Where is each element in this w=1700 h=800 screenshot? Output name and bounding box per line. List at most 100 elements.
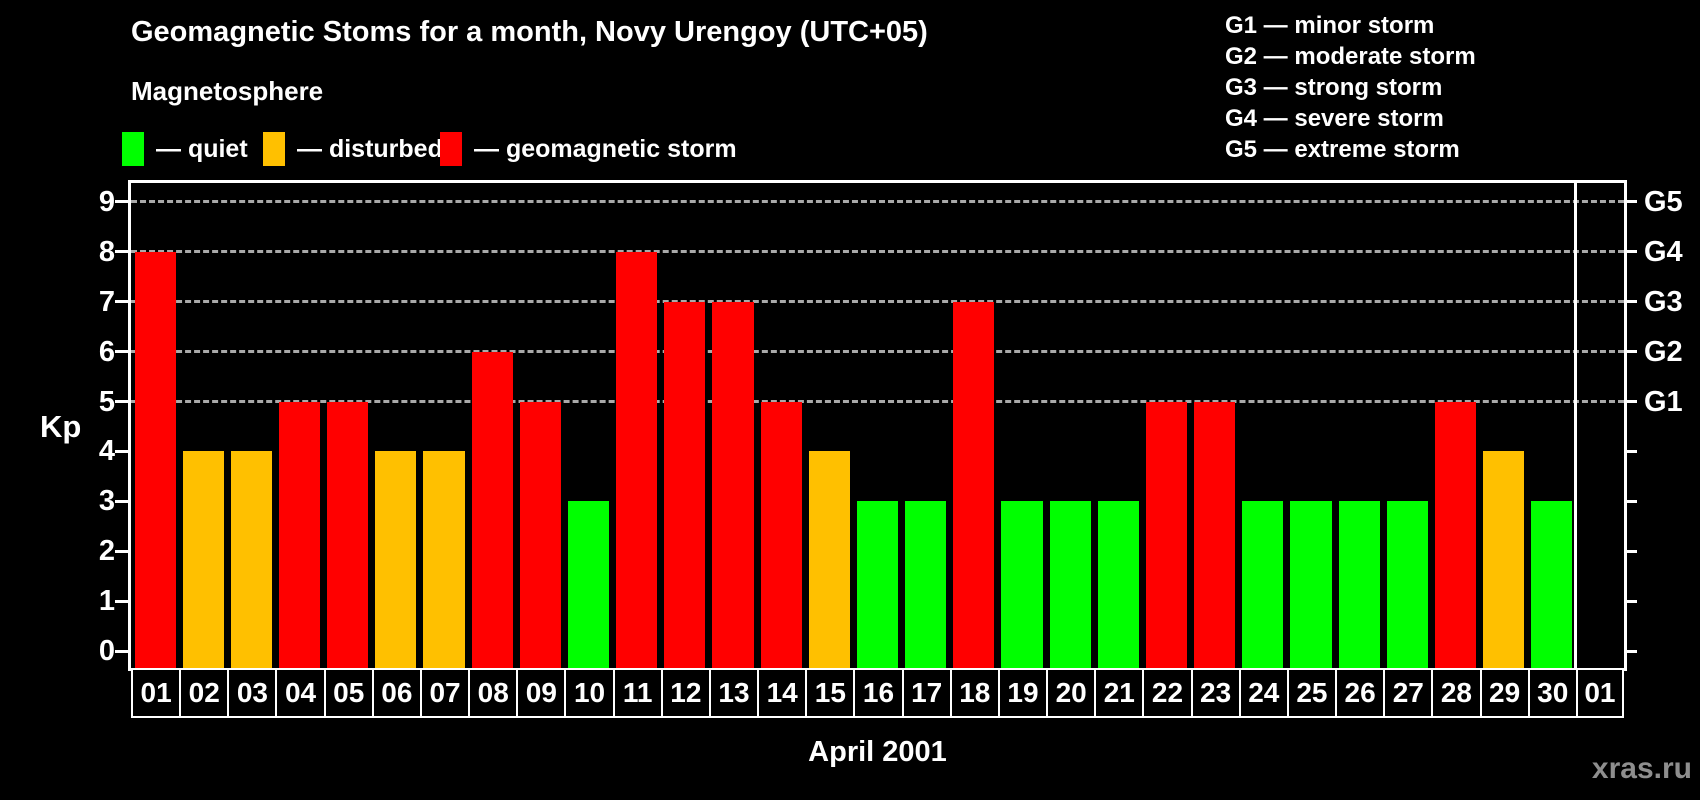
day-label-box-2: 03 [227, 668, 278, 718]
watermark-xras: xras.ru [1591, 752, 1692, 785]
bar-day-14 [760, 401, 802, 668]
day-label-box-26: 27 [1383, 668, 1434, 718]
bar-day-08 [471, 351, 513, 668]
legend-label-disturbed: — disturbed [297, 134, 443, 163]
kp-tick-label-2: 2 [98, 535, 115, 568]
legend-item-quiet: — quiet [122, 132, 248, 166]
bar-day-27 [1386, 501, 1428, 668]
bar-day-06 [375, 451, 417, 668]
kp-tick-right-2 [1624, 549, 1637, 553]
kp-tick-right-6 [1624, 350, 1637, 354]
day-label-box-29: 30 [1527, 668, 1578, 718]
kp-tick-label-1: 1 [98, 585, 115, 618]
day-label-box-22: 23 [1190, 668, 1241, 718]
day-label-box-23: 24 [1238, 668, 1289, 718]
kp-tick-label-5: 5 [98, 385, 115, 418]
kp-tick-right-4 [1624, 449, 1637, 453]
kp-tick-left-0 [115, 649, 128, 653]
g-tick-label-g4: G4 [1644, 235, 1683, 268]
bar-day-21 [1097, 501, 1139, 668]
kp-tick-left-8 [115, 250, 128, 254]
chart-title: Geomagnetic Stoms for a month, Novy Uren… [131, 16, 928, 48]
g-scale-legend: G1 — minor storm G2 — moderate storm G3 … [1225, 10, 1476, 165]
gridline-g5 [131, 200, 1624, 204]
legend-label-quiet: — quiet [156, 134, 248, 163]
kp-tick-left-6 [115, 350, 128, 354]
bar-day-10 [567, 501, 610, 668]
day-label-box-21: 22 [1142, 668, 1193, 718]
kp-tick-right-8 [1624, 250, 1637, 254]
bar-day-02 [182, 451, 224, 668]
g-tick-label-g5: G5 [1644, 185, 1683, 218]
bar-day-07 [423, 451, 465, 668]
bar-day-09 [519, 401, 561, 668]
bar-day-03 [230, 451, 272, 668]
gridline-g2 [131, 350, 1624, 354]
kp-tick-left-2 [115, 549, 128, 553]
bar-day-13 [712, 301, 754, 668]
bar-day-29 [1483, 451, 1525, 668]
g-legend-line-g3: G3 — strong storm [1225, 74, 1443, 101]
kp-tick-label-3: 3 [98, 485, 115, 518]
day-label-box-8: 09 [516, 668, 567, 718]
kp-tick-label-6: 6 [98, 335, 115, 368]
g-legend-line-g4: G4 — severe storm [1225, 105, 1444, 132]
bar-day-17 [905, 501, 947, 668]
day-label-box-18: 19 [997, 668, 1049, 718]
bar-day-26 [1338, 501, 1380, 668]
next-month-separator [1574, 183, 1578, 668]
gridline-g1 [131, 400, 1624, 403]
kp-tick-label-9: 9 [98, 185, 115, 218]
y-axis-title-kp: Kp [40, 409, 82, 444]
bar-day-01 [134, 251, 176, 668]
kp-tick-left-5 [115, 400, 128, 403]
bar-day-16 [856, 501, 899, 668]
kp-tick-label-4: 4 [98, 435, 115, 468]
day-label-box-12: 13 [708, 668, 760, 718]
magnetosphere-label: Magnetosphere [131, 76, 324, 106]
day-label-box-27: 28 [1431, 668, 1482, 718]
day-label-box-25: 26 [1335, 668, 1386, 718]
bar-day-15 [808, 451, 850, 668]
quiet-color-swatch [122, 132, 144, 166]
day-label-box-16: 17 [901, 668, 952, 718]
x-axis-title-month: April 2001 [808, 736, 947, 768]
day-label-box-13: 14 [757, 668, 808, 718]
plot-area [115, 180, 1637, 671]
day-label-box-20: 21 [1094, 668, 1145, 718]
kp-tick-left-4 [115, 449, 128, 453]
day-label-box-4: 05 [323, 668, 374, 718]
day-label-box-24: 25 [1286, 668, 1338, 718]
bar-day-30 [1531, 501, 1573, 668]
bar-day-04 [278, 401, 321, 668]
day-label-box-30: 01 [1575, 668, 1624, 718]
day-label-box-15: 16 [853, 668, 904, 718]
kp-tick-right-1 [1624, 599, 1637, 603]
day-label-box-14: 15 [805, 668, 856, 718]
day-label-box-11: 12 [660, 668, 711, 718]
day-label-box-1: 02 [179, 668, 230, 718]
kp-tick-right-7 [1624, 300, 1637, 304]
kp-tick-left-1 [115, 599, 128, 603]
bar-day-11 [616, 251, 658, 668]
kp-tick-left-7 [115, 300, 128, 304]
gridline-g4 [131, 250, 1624, 254]
g-tick-label-g3: G3 [1644, 285, 1683, 318]
day-label-box-0: 01 [131, 668, 182, 718]
day-label-box-7: 08 [468, 668, 519, 718]
gridline-g3 [131, 300, 1624, 304]
kp-tick-right-3 [1624, 499, 1637, 503]
bar-day-12 [664, 301, 706, 668]
bar-day-23 [1194, 401, 1236, 668]
g-legend-line-g5: G5 — extreme storm [1225, 136, 1460, 163]
g-tick-label-g1: G1 [1644, 385, 1683, 418]
day-label-box-3: 04 [275, 668, 326, 718]
kp-tick-right-0 [1624, 649, 1637, 653]
kp-tick-label-8: 8 [98, 235, 115, 268]
day-label-box-6: 07 [419, 668, 471, 718]
kp-tick-right-9 [1624, 200, 1637, 204]
kp-tick-left-9 [115, 200, 128, 204]
bar-day-18 [953, 301, 995, 668]
bar-day-28 [1434, 401, 1476, 668]
bar-day-19 [1001, 501, 1043, 668]
